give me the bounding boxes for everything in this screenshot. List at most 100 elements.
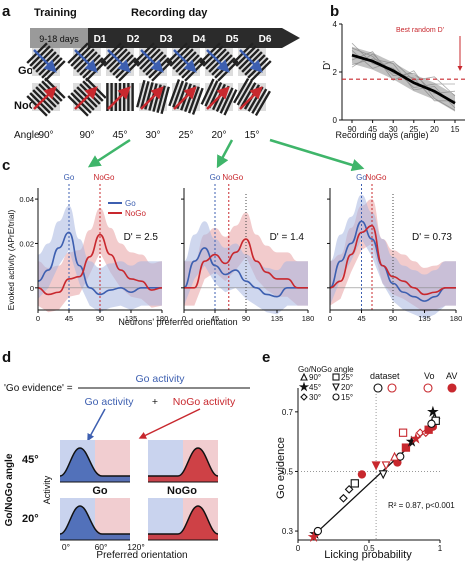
c-go-marker-label: Go (64, 173, 75, 182)
c-xtick-label: 0 (328, 314, 332, 323)
c-xtick-label: 135 (271, 314, 284, 323)
day-label-D5: D5 (226, 34, 239, 45)
c-dprime: D' = 0.73 (412, 232, 452, 243)
e-legend-dataset: dataset (370, 371, 400, 381)
green-arrow-20 (216, 139, 234, 169)
grating-stripe (123, 83, 126, 111)
e-legend-title: Go/NoGo angle (298, 365, 354, 374)
e-point-circle (373, 383, 383, 393)
angle-label-0: 90° (38, 130, 53, 141)
d-angle-20: 20° (22, 513, 39, 525)
c-xtick-label: 45 (211, 314, 219, 323)
d-activity-curve (59, 447, 130, 477)
d-activity-box-2 (59, 498, 130, 541)
e-legend-vo: Vo (424, 371, 435, 381)
c-go-curve (37, 231, 162, 296)
d-activity-curve (59, 505, 130, 535)
d-arrow-nogo (138, 408, 201, 439)
e-xtick-label: 0.5 (363, 544, 375, 553)
go-direction-arrow (74, 49, 98, 73)
nogo-direction-arrow (140, 86, 164, 110)
grating-nogo-1 (67, 77, 107, 117)
c-go-curve (329, 220, 456, 302)
grating-stripe (106, 83, 109, 111)
c-xtick-label: 0 (36, 314, 40, 323)
d-activity-curve (148, 447, 219, 477)
b-xtick-label: 20 (430, 125, 439, 134)
c-go-marker-label: Go (356, 173, 367, 182)
angle-label-4: 25° (178, 130, 193, 141)
grating-stripe (200, 78, 223, 116)
panel-label-a: a (2, 3, 11, 20)
e-point-circle (387, 383, 397, 393)
d-activity-box-1 (148, 440, 219, 483)
d-activity-box-0 (59, 440, 130, 483)
e-point-circle (313, 526, 323, 536)
b-xtick-label: 30 (389, 125, 398, 134)
grating-stripe (136, 73, 138, 121)
grating-stripe (188, 79, 204, 115)
c-legend-nogo: NoGo (125, 209, 146, 218)
d-xlabel: Preferred orientation (96, 550, 187, 561)
e-xtick-label: 0 (296, 544, 301, 553)
b-mean-line (351, 53, 456, 105)
b-ytick-label: 4 (333, 20, 338, 29)
grating-stripe (131, 83, 134, 111)
e-point-triangle (300, 372, 308, 381)
nogo-direction-arrow (239, 86, 263, 110)
e-point-star (410, 432, 422, 444)
grating-stripe (110, 83, 113, 111)
day-label-D6: D6 (259, 34, 272, 45)
go-direction-arrow (140, 49, 164, 73)
e-point-triangle-down (371, 461, 381, 471)
c-xtick-label: 90 (389, 314, 397, 323)
formula-plus: + (152, 396, 158, 408)
grating-stripe (200, 78, 219, 114)
c-nogo-marker-label: NoGo (94, 173, 115, 182)
e-point-triangle-down (332, 383, 340, 392)
panel-label-d: d (2, 349, 11, 366)
d-xtick-left-0: 0° (62, 542, 70, 552)
grating-nogo-2 (106, 73, 138, 121)
e-point-circle (357, 470, 367, 479)
formula-numerator: Go activity (135, 373, 185, 385)
grating-stripe (249, 81, 272, 117)
c-dprime: D' = 1.4 (270, 232, 305, 243)
e-legend-angle-0: 90° (309, 373, 321, 382)
e-ytick-label: 0.3 (282, 527, 294, 536)
e-point-star (298, 381, 310, 392)
b-ytick-label: 0 (333, 116, 338, 125)
e-points (307, 405, 440, 542)
c-xtick-label: 0 (182, 314, 186, 323)
green-arrow-15 (269, 138, 365, 172)
e-ytick-label: 0.7 (282, 408, 294, 417)
e-ytick-label: 0.5 (282, 467, 294, 476)
formula-den-nogo: NoGo activity (173, 396, 236, 408)
d-activity-fill (60, 506, 130, 540)
go-direction-arrow (33, 49, 57, 73)
d-activity-fill (148, 506, 218, 540)
grating-stripe (157, 79, 171, 115)
nogo-direction-arrow (74, 86, 98, 110)
c-xtick-label: 45 (65, 314, 73, 323)
e-point-square (332, 373, 340, 381)
day-label-D2: D2 (127, 34, 140, 45)
panel-c: Evoked activity (APrE/trial) Neurons' pr… (6, 173, 462, 327)
c-xtick-label: 135 (418, 314, 431, 323)
e-point-circle (332, 393, 340, 401)
b-annotation: Best random D' (396, 27, 444, 34)
d-xtick-left-1: 60° (95, 542, 108, 552)
formula-den-go: Go activity (84, 396, 134, 408)
d-activity-box-3 (148, 498, 219, 541)
c-xtick-label: 90 (96, 314, 104, 323)
green-arrow-45 (87, 138, 131, 168)
d-go-label: Go (92, 485, 108, 497)
e-xtick-label: 1 (438, 544, 443, 553)
recording-day-header: Recording day (131, 7, 208, 19)
e-legend-angle-1: 25° (341, 373, 353, 382)
grating-stripe (114, 83, 117, 111)
e-xlabel: Licking probability (324, 549, 412, 561)
e-point-square (350, 479, 359, 488)
panel-label-b: b (330, 3, 339, 20)
